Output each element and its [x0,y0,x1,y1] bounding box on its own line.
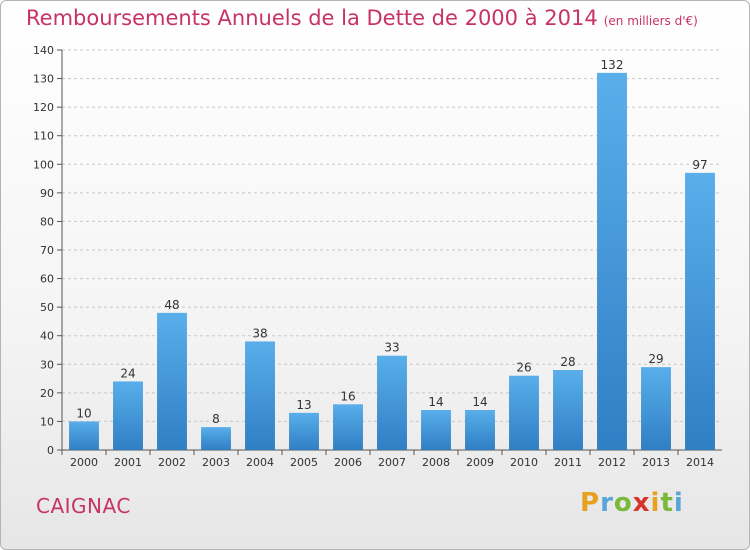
proxiti-logo: Proxiti [580,488,684,518]
bar-2009 [465,410,495,450]
data-label-2003: 8 [212,412,220,426]
data-label-2007: 33 [384,341,399,355]
data-label-2012: 132 [601,58,624,72]
data-label-2010: 26 [516,361,531,375]
bar-2008 [421,410,451,450]
y-tick-label: 140 [33,44,54,57]
x-tick-label-2012: 2012 [598,456,626,469]
y-tick-label: 90 [40,187,54,200]
x-tick-label-2008: 2008 [422,456,450,469]
data-label-2006: 16 [340,389,355,403]
bar-2004 [245,341,275,450]
y-tick-label: 30 [40,358,54,371]
x-tick-label-2000: 2000 [70,456,98,469]
bar-2013 [641,367,671,450]
data-label-2002: 48 [164,298,179,312]
y-tick-label: 10 [40,415,54,428]
bar-2000 [69,421,99,450]
x-tick-label-2002: 2002 [158,456,186,469]
bar-2003 [201,427,231,450]
x-tick-label-2005: 2005 [290,456,318,469]
bar-2014 [685,172,715,450]
bar-2012 [597,72,627,450]
data-label-2001: 24 [120,366,135,380]
chart-title: Remboursements Annuels de la Dette de 20… [26,6,698,30]
y-tick-label: 20 [40,387,54,400]
x-tick-label-2007: 2007 [378,456,406,469]
data-label-2004: 38 [252,326,267,340]
y-tick-label: 60 [40,273,54,286]
y-tick-label: 70 [40,244,54,257]
data-label-2000: 10 [76,406,91,420]
data-label-2014: 97 [692,158,707,172]
y-tick-label: 50 [40,301,54,314]
chart-unit: (en milliers d'€) [603,14,698,28]
x-tick-label-2013: 2013 [642,456,670,469]
x-tick-label-2014: 2014 [686,456,714,469]
x-tick-label-2001: 2001 [114,456,142,469]
y-tick-label: 0 [47,444,54,457]
data-label-2008: 14 [428,395,443,409]
x-tick-label-2010: 2010 [510,456,538,469]
x-tick-label-2011: 2011 [554,456,582,469]
bar-2002 [157,312,187,450]
y-tick-label: 120 [33,101,54,114]
x-tick-label-2004: 2004 [246,456,274,469]
data-labels: 10 24 48 8 38 13 16 33 14 14 26 28 132 29 97 [76,58,707,426]
data-label-2005: 13 [296,398,311,412]
x-tick-label-2009: 2009 [466,456,494,469]
y-tick-label: 110 [33,130,54,143]
y-tick-label: 40 [40,330,54,343]
chart-title-text: Remboursements Annuels de la Dette de 20… [26,6,598,30]
data-label-2013: 29 [648,352,663,366]
x-tick-label-2006: 2006 [334,456,362,469]
bar-2011 [553,370,583,450]
bar-2006 [333,404,363,450]
bar-2010 [509,375,539,450]
bars [69,72,715,450]
y-tick-label: 130 [33,73,54,86]
x-tick-label-2003: 2003 [202,456,230,469]
bar-2005 [289,412,319,450]
bar-2007 [377,355,407,450]
data-label-2011: 28 [560,355,575,369]
bar-2001 [113,381,143,450]
commune-name: CAIGNAC [36,494,131,518]
data-label-2009: 14 [472,395,487,409]
y-tick-label: 100 [33,158,54,171]
y-tick-label: 80 [40,215,54,228]
